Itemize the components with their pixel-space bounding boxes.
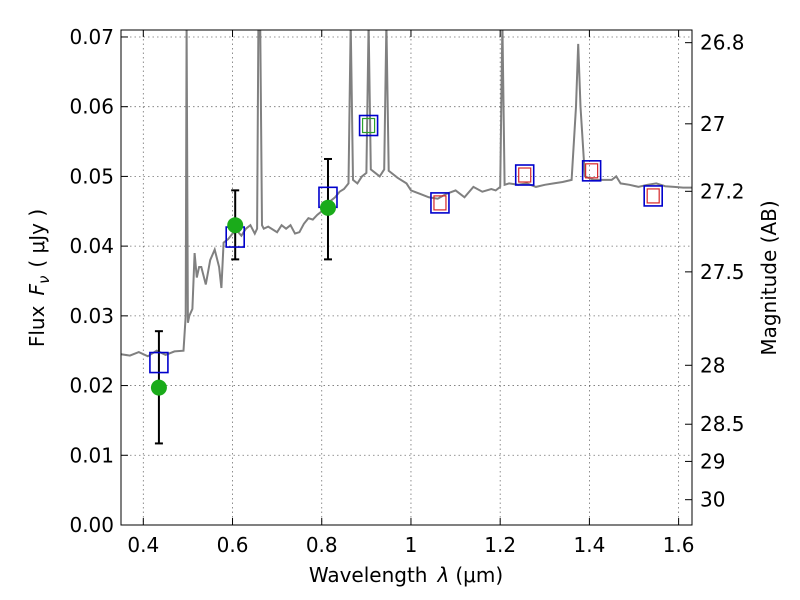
x-tick-label: 0.4 [127, 533, 159, 557]
observed-point [319, 199, 336, 216]
x-tick-label: 0.6 [217, 533, 249, 557]
plot-area [121, 30, 692, 445]
y2-tick-label: 27 [700, 112, 725, 136]
model-photometry-inner-box [585, 163, 599, 179]
model-photometry-inner-box [433, 195, 447, 211]
x-axis-label: Wavelength λ (μm) [309, 563, 503, 587]
y2-tick-label: 28 [700, 353, 725, 377]
y2-tick-label: 30 [700, 488, 725, 512]
x-tick-label: 1.6 [663, 533, 695, 557]
y2-tick-label: 28.5 [700, 412, 745, 436]
model-photometry-box [149, 351, 169, 374]
y-tick-label: 0.04 [69, 234, 114, 258]
observed-point [150, 379, 167, 396]
y-tick-label: 0.05 [69, 164, 114, 188]
grid [121, 30, 692, 526]
model-photometry-inner-box [518, 167, 532, 183]
y-tick-label: 0.03 [69, 304, 114, 328]
model-photometry-box [514, 164, 535, 186]
observed-points [150, 199, 336, 396]
model-photometry-inner-box [361, 117, 376, 134]
ticks: 0.4 0.6 0.8 1 1.2 1.4 1.6 0.00 0.01 0.02 0.03 0.04 0… [69, 25, 744, 557]
model-photometry-inner-box [646, 188, 660, 204]
y-axis-label: FluxFν( μJy ) [25, 209, 53, 347]
errorbars [154, 157, 332, 445]
observed-point [227, 217, 244, 234]
y2-tick-label: 29 [700, 449, 725, 473]
model-photometry-box [358, 114, 379, 137]
y-tick-label: 0.06 [69, 95, 114, 119]
y2-tick-label: 27.2 [700, 179, 745, 203]
y2-axis-label: Magnitude (AB) [757, 200, 781, 355]
x-tick-label: 1 [405, 533, 418, 557]
model-spectrum-line [121, 30, 692, 358]
y-tick-label: 0.02 [69, 374, 114, 398]
model-photometry-box [581, 160, 602, 182]
model-photometry-box [643, 185, 663, 207]
x-tick-label: 0.8 [306, 533, 338, 557]
y-tick-label: 0.07 [69, 25, 114, 49]
y2-tick-label: 27.5 [700, 260, 745, 284]
y-tick-label: 0.00 [69, 513, 114, 537]
plot-frame [120, 29, 693, 526]
x-tick-label: 1.2 [484, 533, 516, 557]
x-tick-label: 1.4 [573, 533, 605, 557]
y-tick-label: 0.01 [69, 443, 114, 467]
model-photometry-box [430, 192, 450, 214]
model-photometry-boxes [149, 114, 663, 374]
y2-tick-label: 26.8 [700, 31, 745, 55]
